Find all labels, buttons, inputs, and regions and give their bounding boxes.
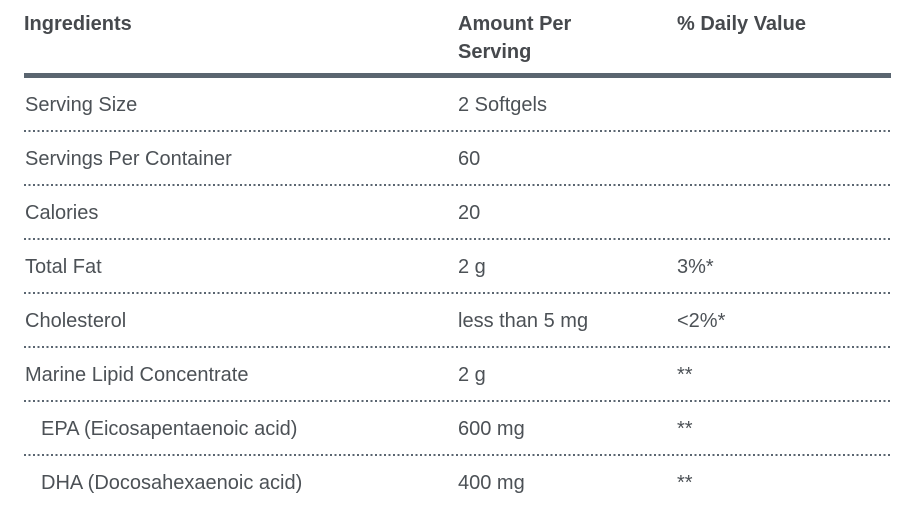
ingredient-cell: DHA (Docosahexaenoic acid) (41, 472, 303, 494)
amount-cell: 600 mg (458, 418, 525, 440)
table-row: EPA (Eicosapentaenoic acid) 600 mg ** (24, 402, 891, 456)
amount-cell: 2 g (458, 256, 486, 278)
header-daily-value: % Daily Value (677, 13, 806, 35)
amount-cell: 20 (458, 202, 481, 224)
daily-value-cell: ** (677, 364, 693, 386)
daily-value-cell: <2%* (677, 310, 726, 332)
ingredient-cell: Total Fat (25, 256, 102, 278)
daily-value-cell: ** (677, 472, 693, 494)
daily-value-cell: ** (677, 418, 693, 440)
ingredient-cell: Calories (25, 202, 99, 224)
ingredient-cell: EPA (Eicosapentaenoic acid) (41, 418, 298, 440)
ingredient-cell: Marine Lipid Concentrate (25, 364, 249, 386)
amount-cell: 2 Softgels (458, 94, 547, 116)
ingredient-cell: Cholesterol (25, 310, 127, 332)
table-row: Marine Lipid Concentrate 2 g ** (24, 348, 891, 402)
table-row: DHA (Docosahexaenoic acid) 400 mg ** (24, 456, 891, 510)
daily-value-cell: 3%* (677, 256, 714, 278)
header-amount-per-serving: Amount Per Serving (458, 13, 572, 63)
table-row: Cholesterol less than 5 mg <2%* (24, 294, 891, 348)
supplement-facts-table: Ingredients Amount Per Serving % Daily V… (24, 0, 891, 510)
ingredient-cell: Serving Size (25, 94, 138, 116)
table-row: Serving Size 2 Softgels (24, 78, 891, 132)
amount-cell: 400 mg (458, 472, 525, 494)
amount-cell: 60 (458, 148, 481, 170)
header-ingredients: Ingredients (24, 13, 132, 35)
amount-cell: 2 g (458, 364, 486, 386)
table-row: Servings Per Container 60 (24, 132, 891, 186)
ingredient-cell: Servings Per Container (25, 148, 232, 170)
table-row: Calories 20 (24, 186, 891, 240)
header-divider-rule (24, 73, 891, 78)
amount-cell: less than 5 mg (458, 310, 589, 332)
table-row: Total Fat 2 g 3%* (24, 240, 891, 294)
table-header-row: Ingredients Amount Per Serving % Daily V… (24, 0, 891, 73)
